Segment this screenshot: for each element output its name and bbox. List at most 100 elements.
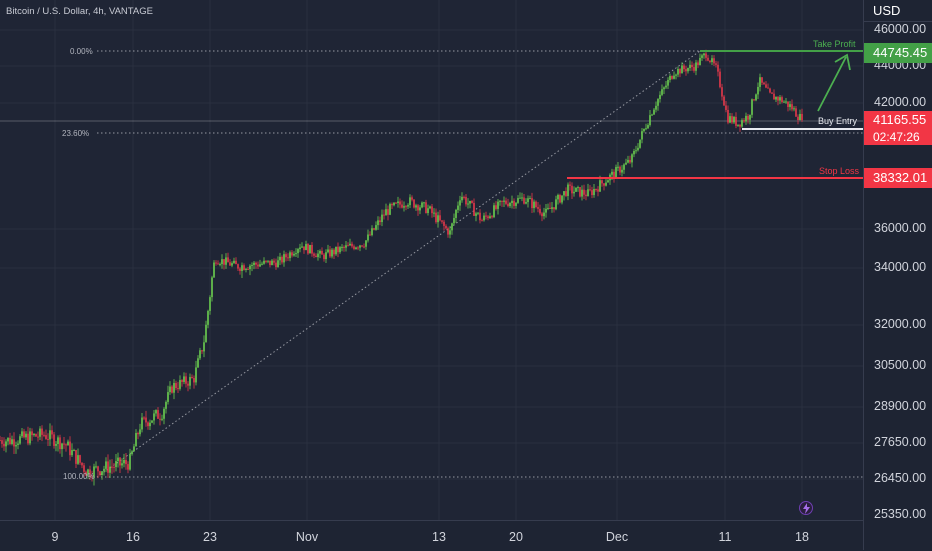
candle-bear	[721, 87, 723, 97]
candle-bear	[47, 438, 49, 440]
candle-bear	[9, 437, 11, 444]
candle-bear	[285, 254, 287, 258]
candle-bear	[439, 215, 441, 221]
candle-bear	[771, 92, 773, 94]
candle-bear	[27, 433, 29, 444]
price-axis[interactable]: USD 46000.00 44000.00 42000.00 36000.00 …	[863, 0, 932, 550]
candlestick-chart[interactable]	[0, 0, 863, 520]
candle-bear	[69, 441, 71, 456]
currency-label[interactable]: USD	[864, 0, 932, 22]
candle-bull	[649, 115, 651, 126]
candle-bull	[677, 68, 679, 75]
candle-bear	[717, 64, 719, 72]
candle-bear	[583, 189, 585, 195]
candle-bear	[709, 60, 711, 63]
candle-bull	[581, 189, 583, 197]
candle-bear	[43, 434, 45, 436]
candle-bull	[755, 94, 757, 101]
time-tick: 18	[795, 530, 809, 544]
candle-bull	[449, 230, 451, 235]
candle-bull	[511, 200, 513, 204]
candle-bull	[641, 131, 643, 140]
candle-bull	[377, 220, 379, 226]
candle-bull	[161, 418, 163, 420]
candle-bear	[505, 200, 507, 204]
candle-bull	[309, 244, 311, 254]
candle-bull	[367, 234, 369, 241]
symbol-title: Bitcoin / U.S. Dollar, 4h, VANTAGE	[6, 6, 153, 17]
candle-bull	[563, 191, 565, 196]
candle-bear	[147, 422, 149, 427]
time-axis[interactable]: 9 16 23 Nov 13 20 Dec 11 18	[0, 520, 863, 551]
candle-bear	[119, 457, 121, 466]
candle-bull	[231, 263, 233, 266]
candle-bull	[759, 77, 761, 87]
candle-bull	[403, 206, 405, 208]
candle-bear	[405, 206, 407, 208]
candle-bull	[221, 259, 223, 265]
candle-bull	[643, 128, 645, 132]
candle-bull	[607, 180, 609, 183]
candle-bull	[477, 212, 479, 214]
candle-bear	[697, 62, 699, 66]
time-tick: 11	[718, 530, 732, 544]
candle-bear	[35, 434, 37, 437]
chart-plot-area[interactable]: Bitcoin / U.S. Dollar, 4h, VANTAGE 0.00%…	[0, 0, 863, 520]
candle-bear	[537, 207, 539, 209]
candle-bull	[261, 263, 263, 265]
candle-bull	[197, 358, 199, 368]
candle-bull	[293, 253, 295, 256]
candle-bear	[177, 388, 179, 390]
flash-icon[interactable]	[799, 501, 813, 515]
candle-bull	[701, 55, 703, 58]
candle-bull	[621, 169, 623, 173]
candle-bull	[203, 342, 205, 352]
candle-bull	[29, 431, 31, 444]
candle-bull	[689, 64, 691, 69]
candle-bull	[499, 200, 501, 202]
candle-bull	[393, 202, 395, 206]
candle-bear	[53, 434, 55, 446]
candle-bear	[715, 63, 717, 65]
candle-bear	[391, 204, 393, 206]
candle-bull	[87, 469, 89, 476]
candle-bear	[31, 431, 33, 436]
candle-bear	[431, 206, 433, 214]
candle-bear	[553, 207, 555, 210]
candle-bull	[279, 256, 281, 261]
candle-bear	[485, 215, 487, 217]
candle-bull	[785, 101, 787, 103]
candle-bear	[761, 77, 763, 83]
candle-bull	[49, 430, 51, 440]
candle-bear	[59, 437, 61, 450]
candle-bear	[45, 435, 47, 439]
candle-bear	[597, 189, 599, 192]
candle-bull	[651, 114, 653, 116]
candle-bull	[271, 260, 273, 266]
candle-bear	[181, 380, 183, 382]
candle-bull	[57, 437, 59, 445]
candle-bull	[397, 201, 399, 204]
candle-bull	[167, 392, 169, 402]
candle-bear	[353, 246, 355, 249]
candle-bull	[655, 105, 657, 110]
price-tick: 26450.00	[874, 471, 927, 485]
candle-bull	[359, 245, 361, 248]
candle-bear	[223, 259, 225, 265]
candle-bull	[503, 200, 505, 202]
candle-bull	[251, 265, 253, 267]
candle-bull	[141, 417, 143, 430]
candle-bear	[187, 383, 189, 386]
price-tick: 27650.00	[874, 435, 927, 449]
candle-bear	[85, 471, 87, 476]
candle-bull	[673, 75, 675, 79]
candle-bear	[399, 201, 401, 205]
candle-bear	[767, 87, 769, 89]
candle-bear	[539, 208, 541, 214]
candle-bear	[417, 205, 419, 211]
candle-bull	[533, 201, 535, 209]
price-tick: 46000.00	[874, 22, 927, 36]
candle-bull	[749, 114, 751, 120]
candle-bull	[117, 457, 119, 462]
candle-bull	[573, 191, 575, 194]
